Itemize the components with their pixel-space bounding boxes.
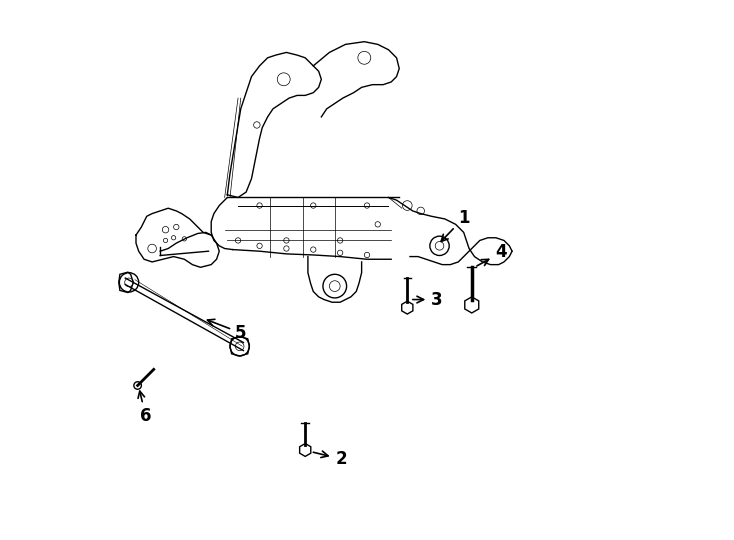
Text: 4: 4 <box>477 244 507 266</box>
Text: 6: 6 <box>138 391 151 425</box>
Text: 5: 5 <box>208 319 247 342</box>
Text: 3: 3 <box>413 291 443 308</box>
Text: 2: 2 <box>313 450 347 468</box>
Text: 1: 1 <box>441 209 470 241</box>
